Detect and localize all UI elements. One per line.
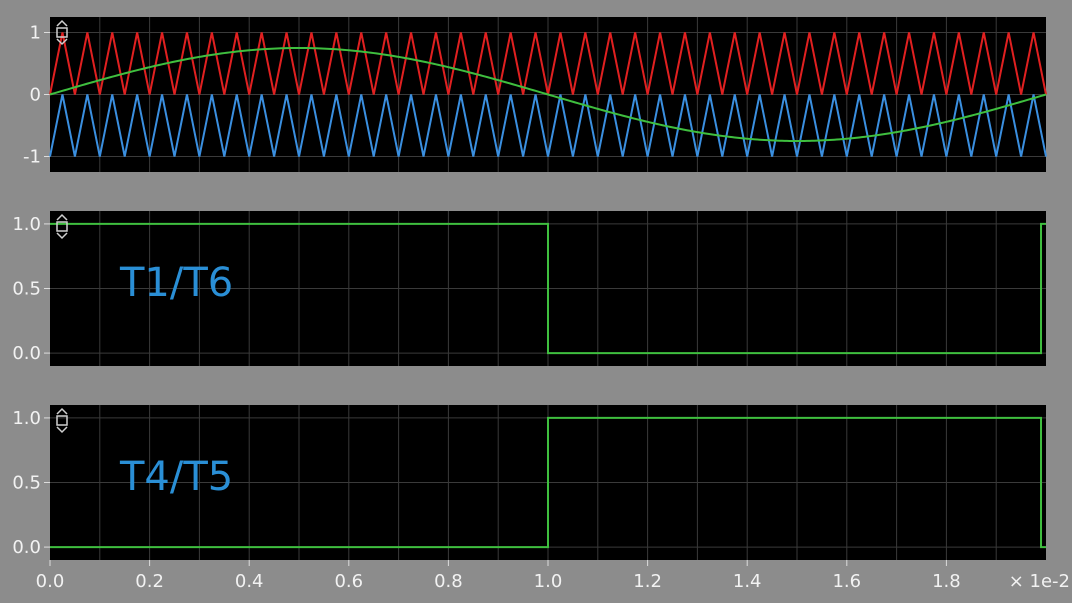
x-tick-label: 1.2: [633, 571, 662, 592]
x-tick-label: 1.8: [932, 571, 961, 592]
series-line-2-0: [50, 416, 1046, 549]
x-tick-label: 0.4: [235, 571, 264, 592]
y-tick-label: 0.0: [12, 343, 41, 364]
y-tick-label: 0: [30, 85, 41, 106]
y-tick-label: 1.0: [12, 408, 41, 429]
series-line-0-1: [49, 94, 1047, 157]
y-tick-label: -1: [23, 147, 41, 168]
y-tick-label: 0.5: [12, 279, 41, 300]
zoom-handle-icon[interactable]: [56, 213, 68, 240]
x-tick-label: 1.4: [733, 571, 762, 592]
zoom-handle-icon[interactable]: [56, 19, 68, 46]
series-line-1-0: [50, 222, 1046, 355]
y-tick-label: 1: [30, 23, 41, 44]
y-tick-label: 0.0: [12, 537, 41, 558]
x-tick-label: 0.0: [36, 571, 65, 592]
x-axis-unit-label: × 1e-2: [1009, 571, 1070, 592]
y-tick-label: 1.0: [12, 214, 41, 235]
x-tick-label: 1.0: [534, 571, 563, 592]
x-tick-label: 0.8: [434, 571, 463, 592]
zoom-handle-icon[interactable]: [56, 407, 68, 434]
panel-label-2: T4/T5: [119, 454, 233, 500]
panel-label-1: T1/T6: [119, 260, 233, 306]
x-tick-label: 0.6: [334, 571, 363, 592]
x-tick-label: 1.6: [832, 571, 861, 592]
series-line-0-2: [49, 46, 1047, 143]
y-tick-label: 0.5: [12, 473, 41, 494]
x-tick-label: 0.2: [135, 571, 164, 592]
